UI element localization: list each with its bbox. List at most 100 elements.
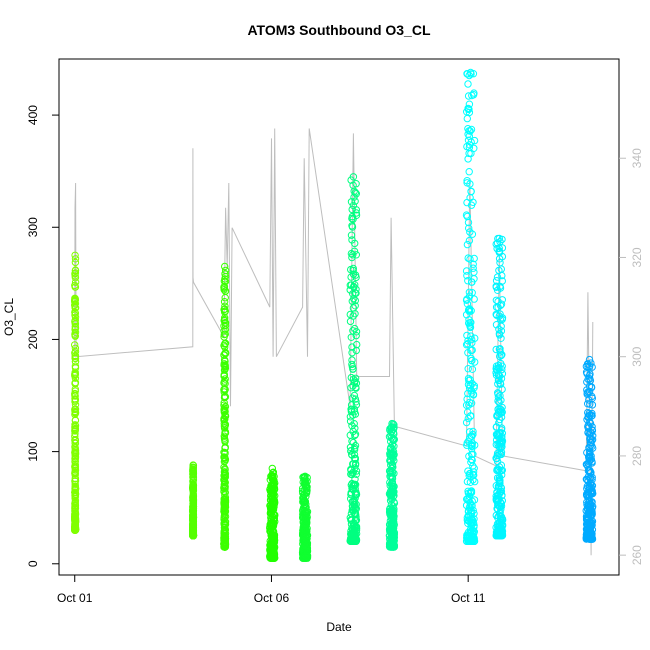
data-point	[71, 521, 79, 529]
data-point	[301, 472, 309, 480]
data-point	[492, 423, 501, 431]
data-point	[71, 281, 79, 290]
data-point	[71, 332, 80, 340]
data-point	[582, 362, 591, 371]
data-point	[583, 390, 591, 398]
data-point	[220, 484, 228, 492]
data-point	[386, 467, 394, 476]
data-point	[466, 68, 475, 77]
y2-tick-label: 320	[630, 247, 644, 267]
data-point	[388, 478, 396, 487]
data-point	[189, 461, 197, 469]
flight-point-group	[582, 355, 597, 543]
data-point	[387, 443, 395, 451]
data-point	[588, 442, 596, 450]
data-point	[495, 248, 503, 256]
data-point	[301, 486, 309, 494]
data-point	[269, 538, 277, 546]
data-point	[351, 395, 360, 403]
data-point	[299, 484, 307, 493]
data-point	[588, 526, 597, 534]
data-point	[467, 399, 476, 407]
data-point	[588, 423, 596, 431]
data-point	[347, 333, 355, 341]
data-point	[464, 389, 472, 398]
data-point	[220, 351, 228, 359]
data-point	[465, 492, 473, 501]
data-point	[350, 482, 359, 490]
flight-point-group	[385, 419, 399, 551]
data-point	[352, 491, 360, 499]
data-point	[221, 470, 229, 478]
data-point	[464, 519, 472, 527]
data-point	[351, 431, 359, 440]
data-point	[584, 423, 592, 431]
data-point	[494, 484, 503, 493]
data-point	[220, 538, 229, 546]
data-point	[353, 340, 361, 349]
data-point	[71, 395, 79, 403]
data-point	[301, 527, 309, 535]
data-point	[348, 479, 356, 488]
data-point	[463, 114, 471, 123]
data-point	[71, 309, 80, 317]
data-point	[71, 362, 80, 370]
data-point	[463, 179, 471, 187]
data-point	[71, 416, 80, 425]
data-point	[189, 463, 197, 471]
data-point	[494, 440, 502, 448]
data-point	[221, 518, 230, 526]
data-point	[492, 282, 500, 290]
data-point	[496, 352, 504, 361]
data-point	[71, 390, 79, 398]
data-point	[220, 404, 229, 412]
data-point	[348, 349, 356, 357]
data-point	[463, 441, 471, 449]
data-point	[348, 450, 356, 459]
data-point	[221, 375, 229, 383]
data-point	[492, 345, 500, 354]
data-point	[470, 275, 478, 283]
data-point	[387, 428, 396, 437]
data-point	[270, 553, 278, 561]
data-point	[221, 340, 229, 348]
data-point	[221, 393, 230, 401]
data-point	[465, 108, 474, 117]
data-point	[389, 435, 398, 444]
data-point	[221, 294, 229, 302]
data-point	[348, 360, 356, 369]
data-point	[496, 450, 504, 458]
data-point	[220, 507, 228, 516]
data-point	[463, 272, 471, 280]
data-point	[269, 528, 277, 536]
data-point	[467, 138, 475, 146]
data-point	[388, 461, 397, 470]
data-point	[462, 418, 471, 427]
data-point	[266, 485, 275, 493]
data-point	[71, 387, 80, 395]
data-point	[266, 521, 274, 529]
data-point	[220, 333, 228, 341]
data-point	[220, 477, 229, 485]
data-point	[466, 319, 475, 327]
data-point	[588, 489, 597, 498]
data-point	[221, 429, 229, 438]
data-point	[465, 224, 473, 232]
y-axis-label: O3_CL	[2, 298, 16, 336]
flight-point-group	[462, 68, 479, 545]
data-point	[71, 274, 80, 282]
data-point	[462, 401, 471, 409]
data-point	[492, 321, 501, 329]
data-point	[189, 496, 197, 504]
y2-tick-label: 340	[630, 148, 644, 168]
data-point	[221, 287, 230, 295]
data-point	[351, 188, 360, 197]
data-point	[470, 384, 478, 392]
data-point	[466, 376, 474, 384]
data-point	[464, 254, 472, 262]
data-point	[467, 125, 476, 134]
data-point	[347, 281, 356, 289]
data-point	[71, 297, 79, 305]
data-point	[349, 537, 358, 545]
